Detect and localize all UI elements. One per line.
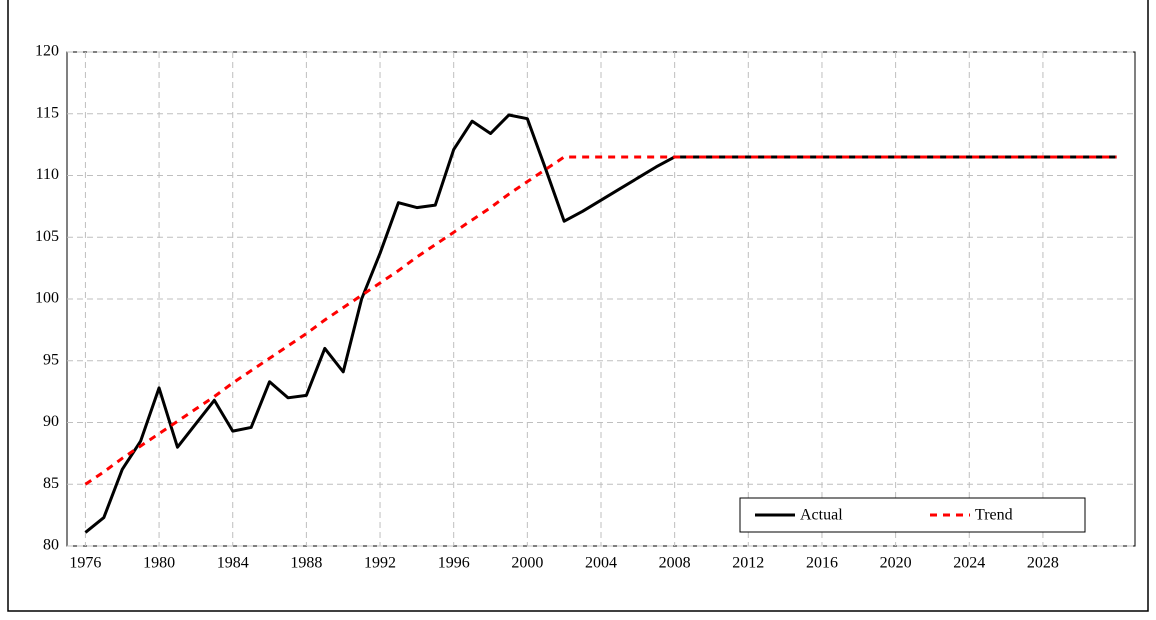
x-tick-label: 2024 (953, 555, 985, 572)
legend-box (739, 497, 1086, 533)
y-tick-label: 105 (35, 228, 59, 245)
x-tick-label: 1980 (143, 555, 175, 572)
y-tick-label: 85 (43, 475, 59, 492)
x-tick-label: 2008 (659, 555, 691, 572)
y-tick-label: 110 (36, 166, 59, 183)
y-tick-label: 90 (43, 413, 59, 430)
figure-frame (7, 0, 1149, 612)
series-line (84, 113, 1117, 534)
x-tick-label: 1996 (438, 555, 470, 572)
legend-label: Trend (975, 507, 1013, 524)
y-tick-label: 95 (43, 351, 59, 368)
x-tick-label: 1976 (69, 555, 101, 572)
y-tick-label: 80 (43, 537, 59, 554)
y-tick-label: 120 (35, 43, 59, 60)
x-tick-label: 1988 (290, 555, 322, 572)
y-tick-label: 115 (36, 104, 59, 121)
y-tick-label: 100 (35, 290, 59, 307)
x-tick-label: 2016 (806, 555, 838, 572)
x-tick-label: 2012 (732, 555, 764, 572)
x-tick-label: 2004 (585, 555, 617, 572)
x-tick-label: 1984 (217, 555, 249, 572)
x-tick-label: 2000 (511, 555, 543, 572)
legend-label: Actual (800, 507, 843, 524)
x-tick-label: 1992 (364, 555, 396, 572)
series-line (84, 155, 1117, 486)
x-tick-label: 2020 (880, 555, 912, 572)
x-tick-label: 2028 (1027, 555, 1059, 572)
